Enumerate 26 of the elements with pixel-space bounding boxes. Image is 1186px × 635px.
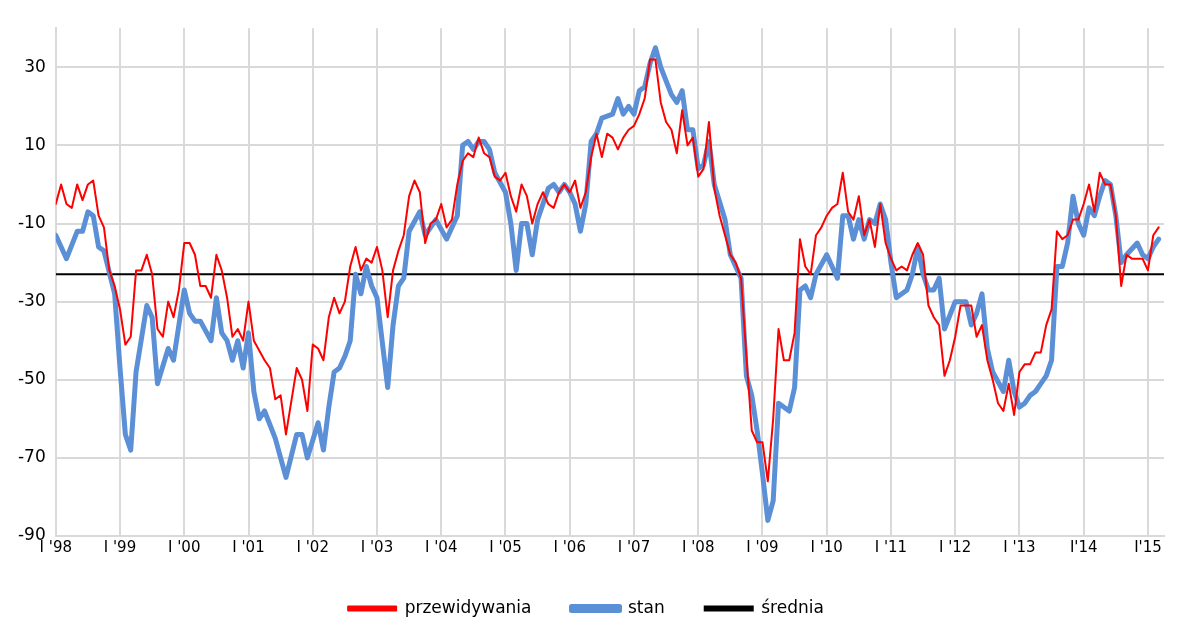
x-tick-label: I '08 — [682, 537, 715, 556]
y-tick-label: 30 — [24, 55, 46, 76]
x-tick-label: I '99 — [103, 537, 137, 556]
x-tick-label: I'15 — [1134, 537, 1162, 556]
y-tick-label: -30 — [17, 290, 46, 311]
x-tick-label: I '05 — [489, 537, 522, 556]
x-tick-label: I '04 — [425, 537, 458, 556]
y-tick-label: 10 — [24, 133, 46, 154]
y-tick-label: -70 — [17, 446, 46, 467]
x-tick-label: I '07 — [617, 537, 651, 556]
x-tick-label: I '06 — [553, 537, 586, 556]
x-tick-label: I '01 — [232, 537, 265, 556]
x-tick-label: I'14 — [1069, 537, 1098, 556]
x-tick-label: I '03 — [360, 537, 394, 556]
x-tick-label: I '13 — [1003, 537, 1036, 556]
x-tick-label: I '10 — [810, 537, 843, 556]
legend-label: stan — [628, 596, 665, 617]
y-tick-label: -50 — [17, 368, 46, 389]
legend-label: przewidywania — [404, 596, 532, 617]
x-tick-label: I '09 — [746, 537, 779, 556]
legend-label: średnia — [761, 596, 824, 617]
x-tick-label: I '02 — [296, 537, 329, 556]
y-tick-label: -10 — [17, 211, 46, 232]
x-tick-label: I '12 — [939, 537, 972, 556]
x-tick-label: I '11 — [874, 537, 908, 556]
x-tick-label: I '00 — [168, 537, 201, 556]
